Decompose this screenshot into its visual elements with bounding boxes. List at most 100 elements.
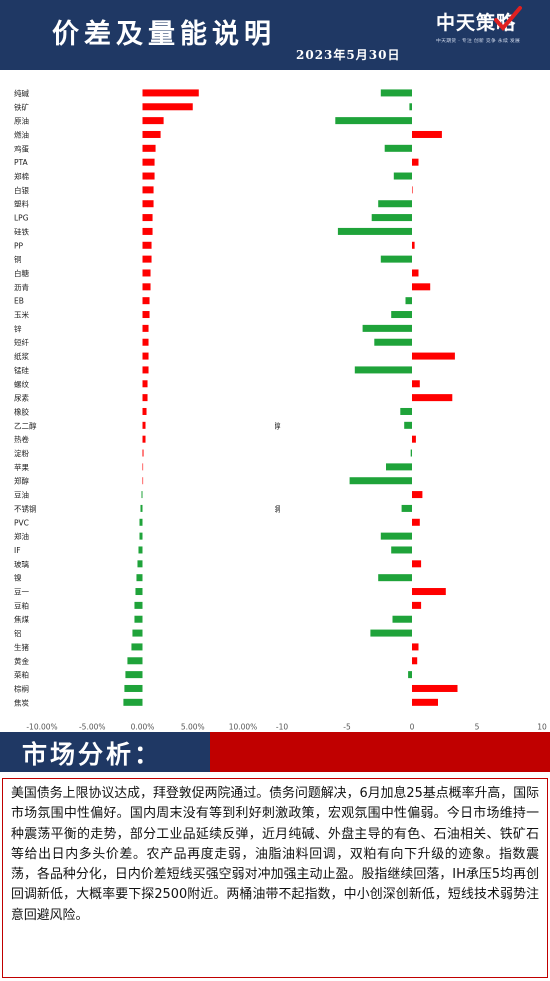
- bar: [142, 463, 144, 471]
- bar: [140, 504, 143, 512]
- bar: [412, 657, 418, 665]
- bar: [142, 324, 149, 332]
- category-label: PP: [14, 241, 24, 250]
- category-label: 硅铁: [14, 226, 29, 236]
- category-label: 橡胶: [14, 406, 29, 416]
- volume-oi-chart: 纯碱铁矿原油燃油鸡蛋PTA郑棉白银塑料LPG硅铁PP铜白糖沥青EB玉米锌短纤纸浆…: [275, 89, 547, 750]
- category-label: IF: [14, 546, 21, 555]
- category-label: 纸浆: [14, 351, 29, 361]
- category-label: 棕榈: [14, 683, 29, 693]
- category-label: 郑棉: [14, 171, 29, 181]
- report-date: 2023年5月30日: [296, 48, 401, 62]
- bar: [138, 546, 143, 554]
- analysis-box: 美国债务上限协议达成，拜登敦促两院通过。债务问题解决，6月加息25基点概率升高，…: [2, 778, 548, 978]
- category-label: 豆粕: [14, 600, 29, 610]
- bar: [142, 352, 149, 360]
- category-label: 黄金: [14, 656, 29, 666]
- category-label: 乙二醇: [14, 420, 37, 430]
- bar: [412, 380, 420, 388]
- category-label: 乙二醇: [275, 420, 281, 430]
- category-label: 螺纹: [14, 379, 29, 389]
- section-title: 市场分析：: [22, 740, 163, 769]
- bar: [409, 103, 412, 111]
- bar: [412, 158, 419, 166]
- bar: [125, 671, 143, 679]
- bar: [136, 574, 143, 582]
- bar: [142, 144, 156, 152]
- bar: [142, 227, 153, 235]
- bar: [410, 449, 412, 457]
- bar: [142, 269, 151, 277]
- bar: [142, 117, 164, 125]
- x-tick-label: -10.00%: [26, 722, 57, 731]
- bar: [127, 657, 143, 665]
- category-label: 生猪: [14, 642, 29, 652]
- x-tick-label: -10: [276, 722, 288, 731]
- bar: [142, 407, 147, 415]
- bar: [354, 366, 412, 374]
- bar: [378, 200, 412, 208]
- market-analysis-header: 市场分析：: [0, 732, 550, 772]
- category-label: 鸡蛋: [14, 143, 29, 153]
- bar: [142, 255, 152, 263]
- bar: [135, 588, 143, 596]
- category-label: 白银: [14, 185, 29, 195]
- brand-name: 中天策略: [436, 12, 517, 34]
- category-label: 原油: [14, 116, 29, 126]
- bar: [412, 435, 416, 443]
- bar: [349, 477, 412, 485]
- category-label: 郑醇: [14, 476, 29, 486]
- category-label: 玉米: [14, 310, 29, 320]
- bar: [139, 518, 143, 526]
- category-label: 短纤: [14, 337, 29, 347]
- bar: [405, 297, 412, 305]
- bar: [142, 380, 148, 388]
- category-label: 苹果: [14, 462, 29, 472]
- x-tick-label: -5: [343, 722, 351, 731]
- bar: [380, 532, 412, 540]
- x-tick-label: 5: [475, 722, 480, 731]
- category-label: 豆一: [14, 588, 29, 597]
- bar: [412, 518, 420, 526]
- bar: [412, 394, 453, 402]
- bar: [142, 283, 151, 291]
- bar: [137, 560, 143, 568]
- bar: [142, 394, 148, 402]
- bar: [142, 449, 144, 457]
- category-label: 铝: [14, 628, 22, 638]
- category-label: 铜: [14, 254, 22, 264]
- category-label: 焦煤: [14, 614, 29, 624]
- category-label: PTA: [14, 158, 29, 167]
- bar: [141, 491, 143, 499]
- bar: [142, 241, 152, 249]
- bar: [370, 629, 412, 637]
- x-tick-label: 10: [537, 722, 547, 731]
- bar: [142, 366, 149, 374]
- bar: [142, 158, 155, 166]
- category-label: 热卷: [14, 434, 29, 444]
- category-label: 玻璃: [14, 559, 29, 569]
- bar: [131, 643, 143, 651]
- category-label: 沥青: [14, 282, 29, 292]
- brand-logo: 中天策略 中天期货 · 专注 创新 竞争 永续 发展: [436, 6, 536, 44]
- bar: [132, 629, 143, 637]
- bar: [412, 352, 455, 360]
- bar: [142, 214, 153, 222]
- bar: [412, 269, 419, 277]
- bar: [412, 491, 423, 499]
- category-label: 不锈钢: [14, 503, 37, 513]
- bar: [142, 435, 146, 443]
- page-title: 价差及量能说明: [52, 19, 276, 50]
- bar: [412, 283, 431, 291]
- bar: [412, 241, 415, 249]
- bar: [134, 601, 143, 609]
- bar: [374, 338, 412, 346]
- category-label: 铁矿: [14, 102, 29, 112]
- category-label: 不锈钢: [275, 503, 281, 513]
- bar: [142, 130, 161, 138]
- bar: [393, 172, 412, 180]
- category-label: 锰硅: [14, 365, 29, 375]
- category-label: LPG: [14, 214, 29, 223]
- x-tick-label: -5.00%: [79, 722, 106, 731]
